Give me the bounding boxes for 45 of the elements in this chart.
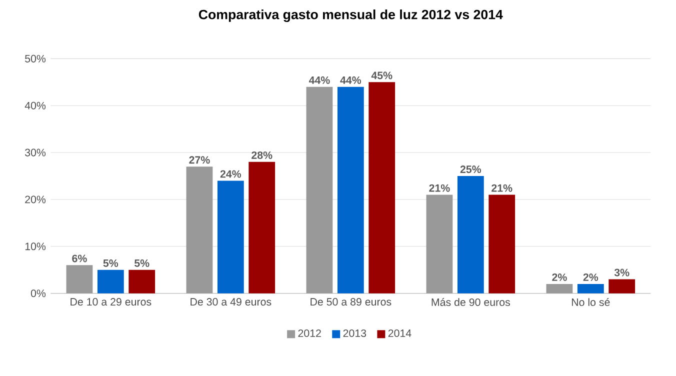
data-label: 44% — [308, 76, 330, 84]
legend-label: 2014 — [388, 329, 412, 337]
data-label: 27% — [189, 156, 210, 164]
data-label: 6% — [72, 254, 87, 262]
data-label: 2% — [552, 273, 567, 282]
data-label: 3% — [614, 268, 630, 276]
data-label: 25% — [460, 166, 482, 174]
bar — [337, 86, 364, 294]
data-label: 5% — [103, 259, 118, 267]
legend-label: 2012 — [298, 329, 321, 337]
bar — [97, 270, 124, 294]
bar — [608, 279, 636, 294]
x-tick-label: De 10 a 29 euros — [70, 298, 152, 306]
y-tick-label: 30% — [25, 148, 46, 156]
data-label: 21% — [429, 184, 450, 192]
y-tick-label: 40% — [24, 102, 46, 110]
data-label: 24% — [220, 170, 242, 178]
bar — [457, 176, 484, 294]
data-label: 21% — [492, 184, 512, 192]
bar — [186, 166, 213, 294]
bar — [248, 162, 276, 294]
bar — [368, 82, 396, 294]
bar — [546, 284, 573, 294]
y-tick-label: 20% — [25, 196, 46, 204]
bar — [577, 284, 604, 294]
bar — [426, 194, 453, 294]
chart-title: Comparativa gasto mensual de luz 2012 vs 2014 — [198, 9, 503, 22]
data-label: 28% — [252, 151, 272, 159]
bar — [128, 270, 156, 294]
x-tick-label: De 50 a 89 euros — [310, 298, 392, 306]
x-tick-label: De 30 a 49 euros — [190, 298, 272, 306]
bar — [217, 180, 244, 294]
y-tick-label: 0% — [30, 290, 46, 298]
legend-label: 2013 — [343, 329, 366, 337]
bar — [66, 265, 93, 294]
data-label: 5% — [134, 259, 150, 267]
y-tick-label: 10% — [25, 242, 46, 250]
data-label: 45% — [371, 72, 392, 80]
x-tick-label: Más de 90 euros — [432, 298, 510, 306]
y-tick-label: 50% — [25, 54, 46, 62]
data-label: 44% — [340, 76, 362, 84]
data-label: 2% — [583, 273, 598, 282]
bar — [488, 194, 516, 294]
bar — [306, 86, 333, 294]
x-tick-label: No lo sé — [572, 298, 610, 306]
